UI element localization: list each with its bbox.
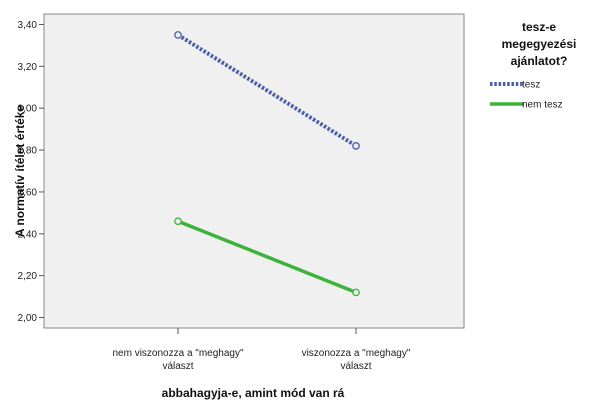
- legend-label: nem tesz: [522, 100, 563, 111]
- y-tick-label: 2,60: [18, 187, 38, 198]
- series-line-1: [176, 33, 358, 148]
- series-point: [174, 31, 182, 39]
- y-tick-label: 3,20: [18, 62, 38, 73]
- legend-title-line-2: megegyezési: [502, 37, 577, 51]
- x-axis-title: abbahagyja-e, amint mód van rá: [162, 386, 345, 400]
- plot-area: [43, 13, 465, 329]
- y-tick-label: 2,80: [18, 146, 38, 157]
- series-point: [352, 142, 360, 150]
- legend-items: tesz nem tesz: [490, 80, 563, 111]
- y-tick-label: 3,40: [18, 20, 38, 31]
- y-tick-label: 2,00: [18, 313, 38, 324]
- y-tick-label: 2,40: [18, 229, 38, 240]
- x-tick-label: viszonozza a "meghagy": [302, 348, 411, 359]
- x-tick-label: nem viszonozza a "meghagy": [112, 348, 244, 359]
- legend-title-line-1: tesz-e: [522, 20, 556, 34]
- series-line-2: [177, 219, 357, 295]
- legend-label: tesz: [522, 80, 540, 91]
- y-axis: 2,00 2,20 2,40 2,60 2,80 3,00 3,20 3,40: [18, 20, 44, 324]
- x-axis: nem viszonozza a "meghagy" választ viszono…: [112, 328, 411, 372]
- series-layer: [174, 31, 360, 297]
- y-tick-label: 2,20: [18, 271, 38, 282]
- x-tick-label: választ: [340, 361, 371, 372]
- legend-title-line-3: ajánlatot?: [511, 54, 568, 68]
- x-tick-label: választ: [162, 361, 193, 372]
- series-point: [174, 217, 182, 226]
- y-axis-title: A normatív ítélet értéke: [13, 105, 27, 238]
- series-point: [352, 288, 360, 297]
- y-tick-label: 3,00: [18, 104, 38, 115]
- legend: tesz-e megegyezési ajánlatot? tesz nem te…: [490, 20, 576, 111]
